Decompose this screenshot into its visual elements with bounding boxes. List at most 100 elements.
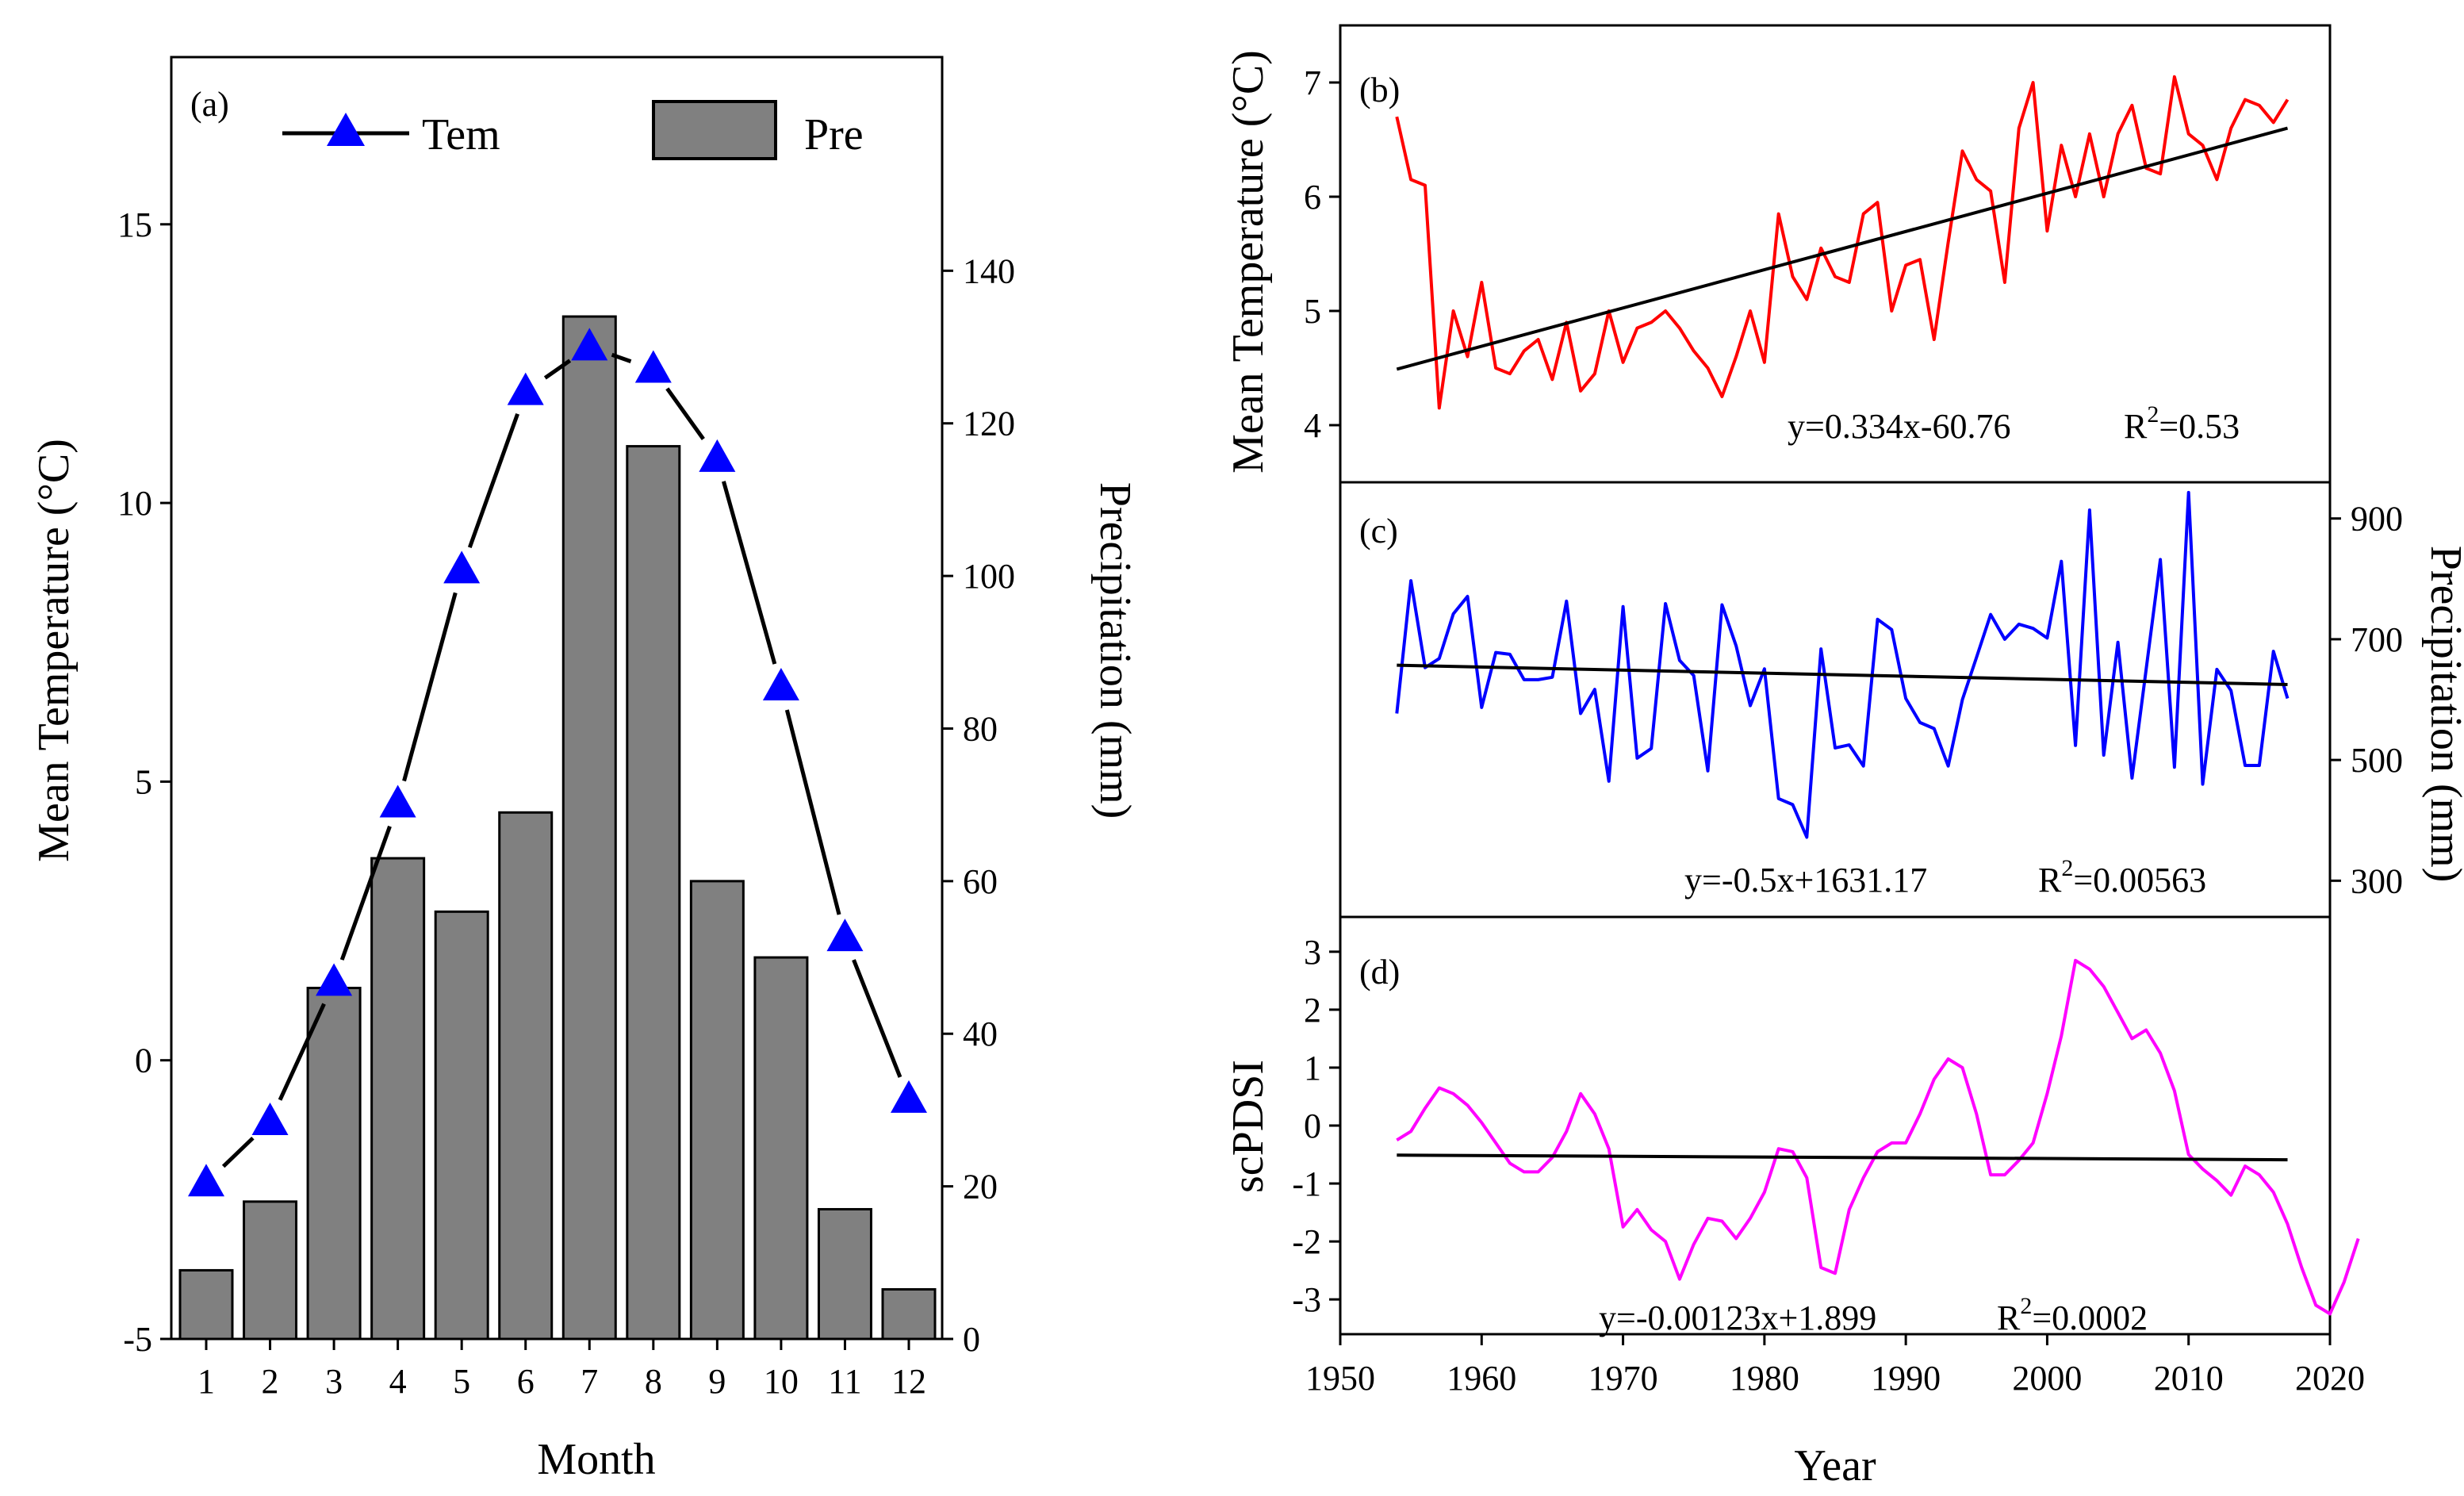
panel-b-r2-r: R [2124,407,2148,446]
x-tick-label-month-5: 5 [453,1362,470,1401]
precip-bar-month-9 [689,880,745,1341]
left-y-tick-label-15: 15 [117,205,152,244]
panel-b-axes: 4 5 6 7 [1304,63,1340,445]
right-y-tick-label-40: 40 [963,1015,998,1053]
precip-bar-month-4 [370,857,426,1341]
left-y-tick-label-10: 10 [117,484,152,523]
panel-b-r2: R2=0.53 [2124,401,2240,446]
panel-c-r2-r: R [2038,861,2062,900]
temperature-segment-6 [543,359,572,380]
x-tick-label-1990: 1990 [1871,1359,1941,1398]
panel-c-axes: 300 500 700 900 [2330,500,2403,900]
panel-d-axes: -3 -2 -1 0 1 2 3 1950 1960 1970 1980 1990 2000 2010 20… [1292,933,2365,1398]
x-tick-label-1980: 1980 [1730,1359,1799,1398]
panel-d-y-tick-label--1: -1 [1292,1164,1321,1203]
panel-b-y-title: Mean Temperature (°C) [1224,50,1273,474]
panel-c-y-tick-label-300: 300 [2351,861,2403,900]
panel-a-precip-bars [178,315,937,1341]
legend-tem-label: Tem [422,110,500,159]
panel-c-y-tick-label-500: 500 [2351,741,2403,780]
panel-c-r2-sup: 2 [2061,855,2073,881]
temperature-marker-month-9 [699,439,736,472]
x-tick-label-month-9: 9 [708,1362,726,1401]
x-tick-label-2020: 2020 [2295,1359,2365,1398]
temperature-segment-9 [722,481,777,665]
panel-d-y-tick-label--3: -3 [1292,1280,1321,1319]
panel-c-precipitation-series [1395,490,2290,839]
left-y-tick-label-0: 0 [135,1041,152,1080]
x-tick-label-month-7: 7 [581,1362,598,1401]
temperature-marker-month-5 [443,550,481,584]
panel-d-r2-sup: 2 [2020,1293,2032,1319]
panel-c-right-y-title: Precipitation (mm) [2421,546,2464,883]
temperature-marker-month-3 [316,963,353,996]
panel-a-frame [170,56,944,1341]
panel-b-y-tick-label-6: 6 [1304,178,1321,217]
temperature-segment-1 [221,1136,255,1168]
panel-a-x-title: Month [537,1435,655,1484]
temperature-segment-5 [467,412,519,549]
temperature-segment-11 [852,959,902,1078]
temperature-segment-4 [402,592,458,782]
panel-a-axes: 1 2 3 4 5 6 7 8 9 10 11 12-505101502040608010012014… [117,205,1015,1401]
panel-d-y-tick-label--2: -2 [1292,1222,1321,1261]
precip-bar-month-2 [243,1200,298,1341]
legend-tem-triangle-icon [327,113,365,146]
right-y-tick-label-0: 0 [963,1320,980,1359]
x-tick-label-1970: 1970 [1588,1359,1658,1398]
temperature-marker-month-7 [571,328,608,361]
x-tick-label-month-1: 1 [197,1362,215,1401]
x-tick-label-1960: 1960 [1447,1359,1516,1398]
panel-a-legend: Tem Pre [282,100,864,160]
panel-b-equation: y=0.334x-60.76 [1788,407,2010,446]
panels-bcd-frame [1339,24,2332,1336]
right-y-tick-label-100: 100 [963,557,1015,596]
temperature-marker-month-2 [251,1102,289,1135]
panel-a-label: (a) [190,85,229,124]
panel-b-r2-sup: 2 [2147,401,2159,428]
temperature-marker-month-11 [826,919,864,952]
temperature-marker-month-8 [634,350,672,383]
x-tick-label-month-6: 6 [517,1362,535,1401]
panel-a-monthly-climate: 1 2 3 4 5 6 7 8 9 10 11 12-505101502040608010012014… [29,56,1140,1484]
temperature-marker-month-10 [762,667,799,700]
panel-c-trend-line [1397,663,2288,686]
panel-c-y-tick-label-700: 700 [2351,620,2403,659]
panel-b-temperature-series [1395,75,2290,410]
panel-d-r2-r: R [1997,1298,2021,1337]
legend-pre-swatch [652,100,777,160]
panel-d-y-tick-label-2: 2 [1304,991,1321,1030]
precip-bar-month-7 [561,315,617,1341]
panel-d-trend-line [1397,1153,2288,1162]
precip-bar-month-10 [753,956,809,1341]
precip-bar-month-3 [306,987,362,1341]
temperature-segment-8 [665,387,705,440]
right-y-tick-label-140: 140 [963,251,1015,290]
panel-d-y-tick-label-0: 0 [1304,1107,1321,1145]
x-tick-label-2000: 2000 [2012,1359,2082,1398]
x-tick-label-month-8: 8 [645,1362,662,1401]
panel-b-label: (b) [1359,71,1400,109]
temperature-marker-month-12 [891,1080,927,1113]
temperature-marker-month-6 [507,372,544,405]
temperature-segment-3 [339,825,392,961]
panel-d-y-title: scPDSI [1224,1060,1273,1193]
panel-b-y-tick-label-5: 5 [1304,292,1321,331]
panel-d-label: (d) [1359,953,1400,992]
x-tick-label-1950: 1950 [1305,1359,1375,1398]
precip-bar-month-11 [817,1207,872,1341]
panel-d-r2: R2=0.0002 [1997,1293,2148,1337]
panel-d-series-line [1396,958,2360,1316]
temperature-marker-month-1 [188,1164,224,1197]
panel-d-y-tick-label-3: 3 [1304,933,1321,972]
x-tick-label-month-10: 10 [764,1362,799,1401]
precip-bar-month-8 [626,445,681,1341]
panel-c-r2: R2=0.00563 [2038,855,2206,900]
panel-d-equation: y=-0.00123x+1.899 [1599,1298,1876,1337]
x-tick-label-2010: 2010 [2154,1359,2224,1398]
x-tick-label-month-3: 3 [325,1362,343,1401]
left-y-tick-label--5: -5 [123,1320,152,1359]
panel-b-trend-line [1396,126,2289,371]
